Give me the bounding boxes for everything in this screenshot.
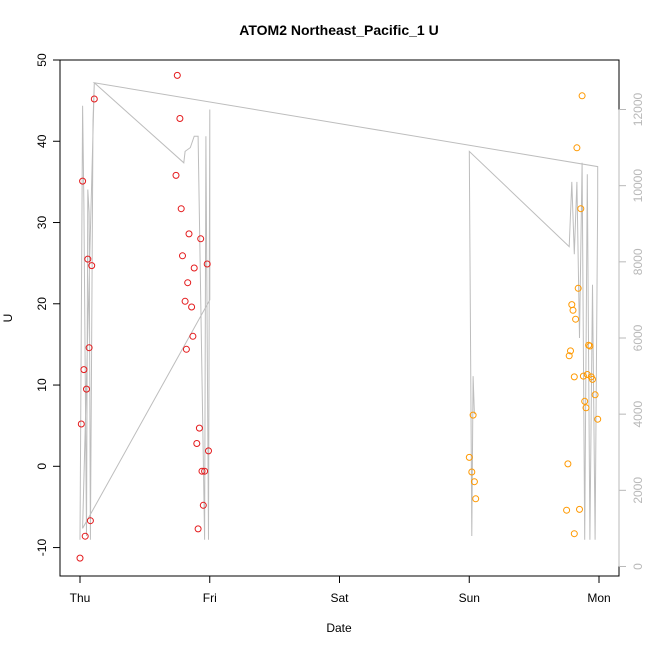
red-point-26 — [197, 235, 205, 243]
orange-point-18 — [578, 92, 586, 100]
gray-series-line — [79, 82, 599, 540]
red-point-2 — [79, 177, 87, 185]
plot-frame — [59, 59, 620, 577]
red-point-27 — [198, 467, 206, 475]
y2-tick-label-6000: 6000 — [631, 324, 645, 351]
red-point-30 — [203, 260, 211, 268]
x-tick-label-thu: Thu — [70, 591, 91, 605]
plot-layer: Thu Fri Sat Sun Mon -10 0 10 20 30 40 50 0 2000 4000 60… — [35, 53, 645, 605]
orange-point-5 — [563, 506, 571, 514]
orange-point-28 — [594, 415, 602, 423]
y-axis-title: U — [1, 314, 15, 323]
orange-point-26 — [589, 375, 596, 383]
red-point-25 — [195, 424, 203, 432]
red-point-23 — [193, 440, 201, 447]
y-tick-label-40: 40 — [35, 134, 49, 148]
red-point-10 — [90, 95, 98, 103]
red-point-13 — [176, 115, 184, 122]
red-point-7 — [85, 344, 93, 352]
orange-point-8 — [567, 347, 574, 355]
red-point-22 — [190, 264, 198, 272]
orange-point-20 — [581, 397, 589, 405]
red-point-16 — [181, 297, 189, 305]
x-tick-label-fri: Fri — [203, 591, 217, 605]
orange-point-4 — [472, 495, 480, 503]
orange-point-13 — [572, 315, 580, 323]
y2-tick-label-2000: 2000 — [631, 477, 645, 504]
orange-point-2 — [469, 411, 477, 419]
red-point-0 — [76, 554, 84, 562]
orange-point-1 — [468, 468, 476, 476]
red-point-4 — [81, 532, 89, 540]
orange-point-15 — [574, 284, 582, 292]
orange-point-0 — [465, 453, 473, 461]
x-tick-label-sat: Sat — [330, 591, 349, 605]
red-point-5 — [83, 385, 90, 393]
orange-point-3 — [470, 478, 478, 486]
red-point-20 — [188, 303, 196, 311]
red-point-19 — [185, 230, 193, 238]
orange-point-27 — [591, 391, 599, 399]
y2-tick-label-8000: 8000 — [631, 248, 645, 275]
orange-point-24 — [586, 342, 594, 350]
y2-tick-label-4000: 4000 — [631, 400, 645, 427]
orange-point-19 — [579, 372, 587, 380]
orange-point-23 — [585, 341, 593, 349]
red-point-15 — [179, 252, 186, 260]
orange-point-21 — [582, 404, 590, 412]
orange-point-6 — [564, 460, 572, 468]
red-point-17 — [182, 345, 190, 353]
x-tick-label-sun: Sun — [459, 591, 480, 605]
orange-point-16 — [576, 505, 583, 513]
orange-point-17 — [577, 205, 585, 213]
red-point-3 — [80, 366, 88, 374]
red-point-29 — [201, 467, 209, 475]
red-point-14 — [177, 205, 185, 213]
red-point-1 — [77, 420, 85, 428]
y-tick-label-50: 50 — [35, 53, 49, 67]
y-tick-label-20: 20 — [35, 297, 49, 311]
red-point-28 — [199, 501, 207, 509]
y2-tick-label-10000: 10000 — [631, 169, 645, 203]
orange-point-9 — [568, 301, 576, 309]
chart-title: ATOM2 Northeast_Pacific_1 U — [239, 22, 438, 38]
red-point-18 — [184, 279, 192, 287]
orange-point-14 — [573, 144, 581, 152]
red-point-11 — [173, 71, 181, 79]
red-point-12 — [172, 171, 180, 179]
x-axis-title: Date — [326, 621, 352, 635]
y2-tick-label-12000: 12000 — [631, 92, 645, 126]
red-point-9 — [88, 262, 96, 270]
y-tick-label-10: 10 — [35, 378, 49, 392]
orange-point-11 — [570, 373, 578, 381]
y2-tick-label-0: 0 — [631, 563, 645, 570]
orange-point-7 — [565, 352, 573, 360]
orange-point-12 — [570, 530, 578, 538]
y-tick-label-30: 30 — [35, 216, 49, 230]
red-point-31 — [205, 447, 212, 455]
x-tick-label-mon: Mon — [587, 591, 610, 605]
orange-point-10 — [569, 306, 577, 314]
red-point-24 — [194, 525, 202, 533]
y-tick-label-0: 0 — [35, 463, 49, 470]
red-point-6 — [84, 255, 92, 263]
red-point-21 — [189, 332, 197, 340]
y-tick-label--10: -10 — [35, 539, 49, 557]
red-point-8 — [86, 517, 94, 525]
